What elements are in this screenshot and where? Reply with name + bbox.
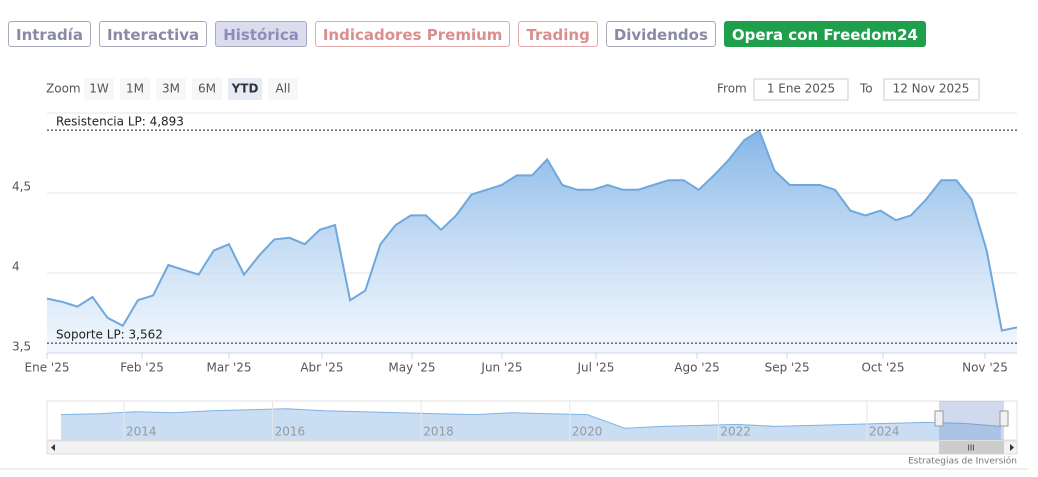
- tab[interactable]: Histórica: [215, 21, 307, 47]
- zoom-button-label[interactable]: YTD: [231, 82, 259, 96]
- tab[interactable]: Indicadores Premium: [314, 21, 511, 47]
- from-input[interactable]: [753, 78, 849, 101]
- navigator-handle[interactable]: [999, 410, 1009, 427]
- tab-bar: Intradía Interactiva Histórica Indicadores …: [8, 21, 926, 47]
- x-tick-label: Mar '25: [207, 361, 252, 375]
- zoom-button-label[interactable]: 6M: [198, 82, 216, 96]
- tab[interactable]: Opera con Freedom24: [723, 21, 926, 47]
- zoom-button-label[interactable]: All: [276, 82, 291, 96]
- tab[interactable]: Trading: [518, 21, 598, 47]
- x-tick-label: May '25: [388, 361, 435, 375]
- zoom-button[interactable]: [228, 78, 262, 100]
- scrollbar-grip: III: [967, 444, 974, 453]
- x-tick-label: Ene '25: [25, 361, 70, 375]
- navigator-label: 2014: [126, 425, 157, 439]
- x-tick-label: Abr '25: [300, 361, 343, 375]
- y-tick-label: 4,5: [12, 180, 31, 194]
- tab[interactable]: Interactiva: [98, 21, 208, 47]
- to-value[interactable]: 12 Nov 2025: [893, 82, 970, 96]
- plot-line-label: Soporte LP: 3,562: [56, 328, 163, 342]
- zoom-button-label[interactable]: 1M: [126, 82, 144, 96]
- x-tick-label: Nov '25: [962, 361, 1008, 375]
- zoom-button[interactable]: [268, 78, 298, 100]
- scroll-right[interactable]: [1010, 444, 1014, 451]
- zoom-label: Zoom: [46, 82, 81, 96]
- from-value[interactable]: 1 Ene 2025: [767, 82, 835, 96]
- navigator-label: 2016: [275, 425, 306, 439]
- navigator-handle[interactable]: [934, 410, 944, 427]
- plot-line-label: Resistencia LP: 4,893: [56, 115, 184, 129]
- x-tick-label: Oct '25: [861, 361, 904, 375]
- x-tick-label: Feb '25: [120, 361, 164, 375]
- credits: Estrategias de Inversión: [908, 456, 1017, 467]
- zoom-button-label[interactable]: 3M: [162, 82, 180, 96]
- navigator-label: 2024: [869, 425, 900, 439]
- tab[interactable]: Intradía: [8, 21, 91, 47]
- navigator-area: [61, 408, 1001, 440]
- from-label: From: [717, 82, 747, 96]
- navigator-label: 2020: [572, 425, 603, 439]
- y-tick-label: 4: [12, 260, 20, 274]
- y-tick-label: 3,5: [12, 340, 31, 354]
- x-tick-label: Sep '25: [765, 361, 810, 375]
- zoom-button[interactable]: [84, 78, 114, 100]
- zoom-button-label[interactable]: 1W: [89, 82, 109, 96]
- zoom-button[interactable]: [120, 78, 150, 100]
- navigator-mask[interactable]: [939, 401, 1004, 440]
- line: [46, 129, 1018, 332]
- navigator-label: 2022: [720, 425, 751, 439]
- navigator-line: [60, 408, 1002, 429]
- x-tick-label: Jun '25: [480, 361, 522, 375]
- tab[interactable]: Dividendos: [605, 21, 716, 47]
- scrollbar-thumb[interactable]: [939, 441, 1004, 454]
- area-fill: [47, 130, 1017, 353]
- scroll-left[interactable]: [51, 444, 55, 451]
- x-tick-label: Ago '25: [674, 361, 720, 375]
- x-tick-label: Jul '25: [577, 361, 615, 375]
- to-label: To: [859, 82, 873, 96]
- scrollbar-track: [46, 440, 1018, 455]
- to-input[interactable]: [883, 78, 980, 101]
- zoom-button[interactable]: [156, 78, 186, 100]
- navigator-label: 2018: [423, 425, 454, 439]
- zoom-button[interactable]: [192, 78, 222, 100]
